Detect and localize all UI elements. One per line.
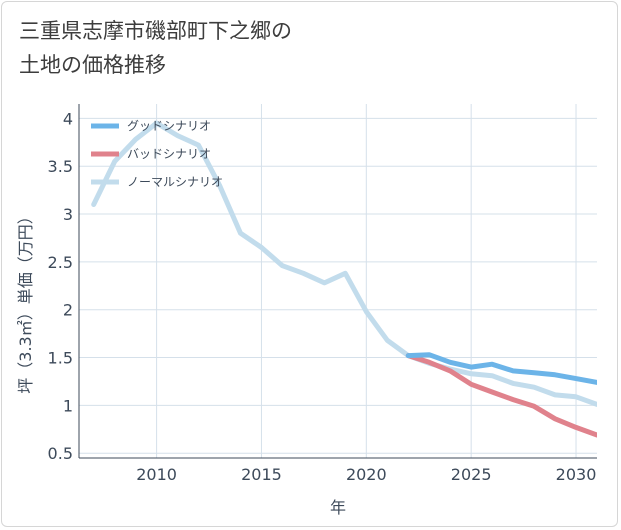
legend-label-0: グッドシナリオ xyxy=(127,119,211,133)
legend-label-2: ノーマルシナリオ xyxy=(127,175,223,189)
grid xyxy=(79,104,597,458)
y-tick-label-4: 4 xyxy=(63,109,73,128)
y-tick-label-3.5: 3.5 xyxy=(48,157,73,176)
chart-title: 三重県志摩市磯部町下之郷の 土地の価格推移 xyxy=(19,14,439,82)
y-tick-label-1: 1 xyxy=(63,396,73,415)
series-line-2 xyxy=(91,120,597,407)
x-axis-label: 年 xyxy=(330,498,346,517)
x-tick-label-2030: 2030 xyxy=(556,465,597,484)
y-tick-label-3: 3 xyxy=(63,205,73,224)
y-tick-label-2: 2 xyxy=(63,301,73,320)
x-tick-label-2015: 2015 xyxy=(241,465,282,484)
chart-title-line-1: 三重県志摩市磯部町下之郷の xyxy=(19,19,292,43)
series-line-1 xyxy=(405,353,597,438)
y-tick-label-0.5: 0.5 xyxy=(48,444,73,463)
x-tick-label-2025: 2025 xyxy=(451,465,492,484)
chart-title-line-2: 土地の価格推移 xyxy=(19,53,166,77)
series-lines xyxy=(91,120,597,438)
y-tick-label-1.5: 1.5 xyxy=(48,349,73,368)
axis-labels: 2010 2015 2020 2025 2030 0.5 1 1.5 2 2.5 3 3.5 4 年 坪（3… xyxy=(16,109,596,517)
y-tick-label-2.5: 2.5 xyxy=(48,253,73,272)
series-line-0 xyxy=(405,352,597,385)
axes xyxy=(78,104,597,459)
x-tick-label-2010: 2010 xyxy=(136,465,177,484)
x-tick-label-2020: 2020 xyxy=(346,465,387,484)
y-axis-label: 坪（3.3㎡）単価（万円） xyxy=(16,208,35,393)
legend-label-1: バッドシナリオ xyxy=(127,147,211,161)
